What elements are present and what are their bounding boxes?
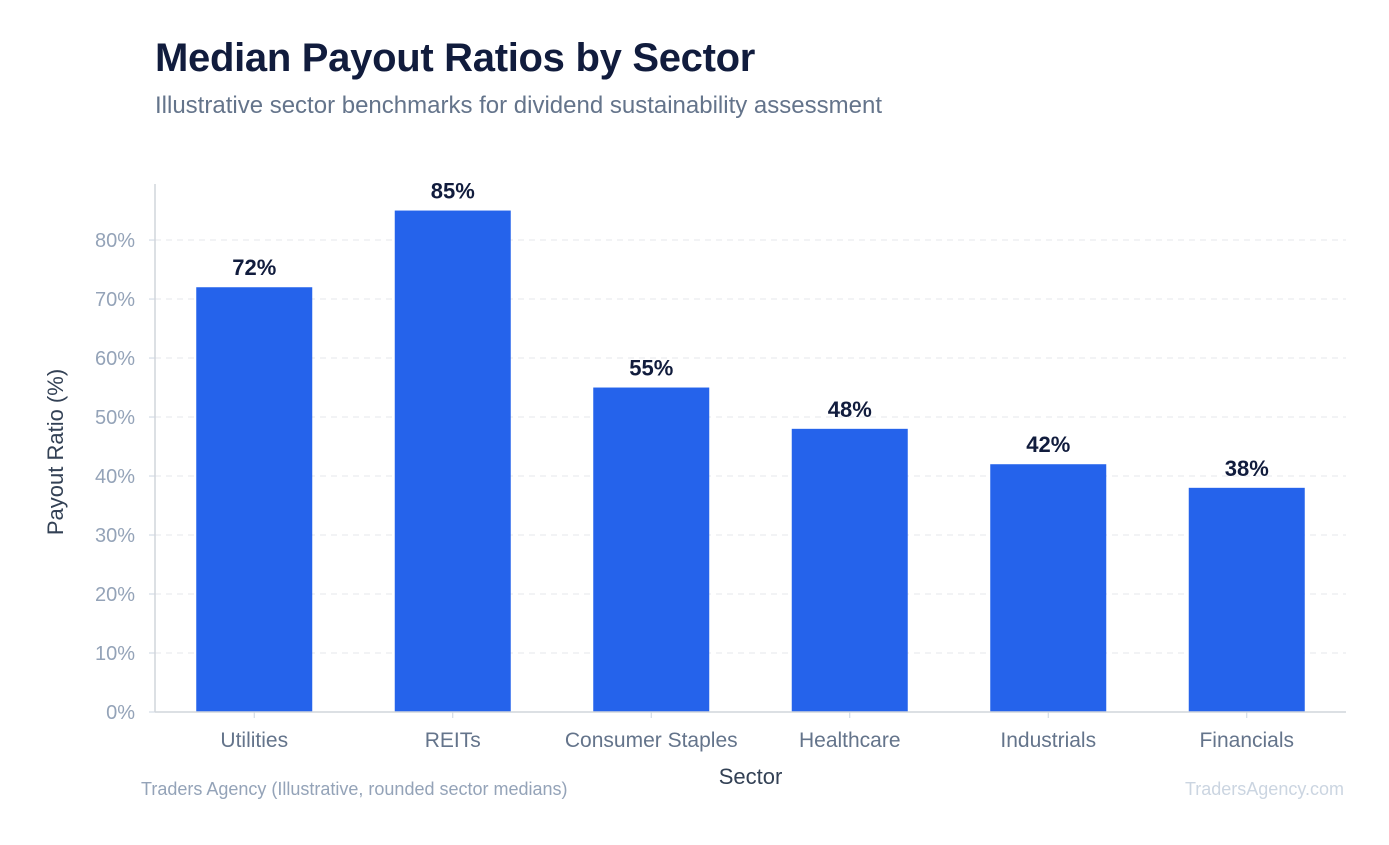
y-tick-label: 70% bbox=[95, 289, 135, 311]
brand-watermark: TradersAgency.com bbox=[1184, 779, 1344, 799]
x-tick-label: Utilities bbox=[220, 729, 288, 752]
x-tick-label: Financials bbox=[1199, 729, 1294, 752]
y-tick-label: 0% bbox=[106, 702, 135, 724]
x-axis-title: Sector bbox=[719, 764, 783, 789]
x-tick-label: Industrials bbox=[1000, 729, 1096, 752]
bar bbox=[593, 387, 710, 712]
bar-value-label: 85% bbox=[431, 179, 475, 204]
x-tick-label: Consumer Staples bbox=[565, 729, 738, 752]
bar bbox=[196, 287, 313, 712]
bar bbox=[1188, 487, 1305, 712]
y-tick-label: 80% bbox=[95, 230, 135, 252]
y-axis-title: Payout Ratio (%) bbox=[43, 369, 68, 535]
y-tick-label: 50% bbox=[95, 407, 135, 429]
y-tick-label: 10% bbox=[95, 643, 135, 665]
y-tick-label: 30% bbox=[95, 525, 135, 547]
bar-value-label: 55% bbox=[629, 356, 673, 381]
bar bbox=[394, 210, 511, 712]
x-tick-label: REITs bbox=[425, 729, 481, 752]
bar-value-label: 42% bbox=[1026, 432, 1070, 457]
bar-value-label: 48% bbox=[828, 397, 872, 422]
gridlines bbox=[155, 239, 1346, 654]
source-note: Traders Agency (Illustrative, rounded se… bbox=[141, 779, 568, 799]
bar bbox=[990, 464, 1107, 712]
y-axis-ticks: 0% 10% 20% 30% 40% 50% 60% 70% 80% bbox=[95, 230, 155, 724]
x-axis-ticks: Utilities REITs Consumer Staples Healthcare… bbox=[220, 712, 1294, 752]
bar-value-label: 38% bbox=[1225, 456, 1269, 481]
x-tick-label: Healthcare bbox=[799, 729, 901, 752]
chart-title: Median Payout Ratios by Sector bbox=[155, 36, 756, 80]
y-tick-label: 60% bbox=[95, 348, 135, 370]
value-labels: 72% 85% 55% 48% 42% 38% bbox=[232, 179, 1269, 481]
y-tick-label: 20% bbox=[95, 584, 135, 606]
bar bbox=[791, 428, 908, 712]
y-tick-label: 40% bbox=[95, 466, 135, 488]
chart-subtitle: Illustrative sector benchmarks for divid… bbox=[155, 92, 882, 119]
bar-value-label: 72% bbox=[232, 255, 276, 280]
bars bbox=[196, 210, 1305, 712]
